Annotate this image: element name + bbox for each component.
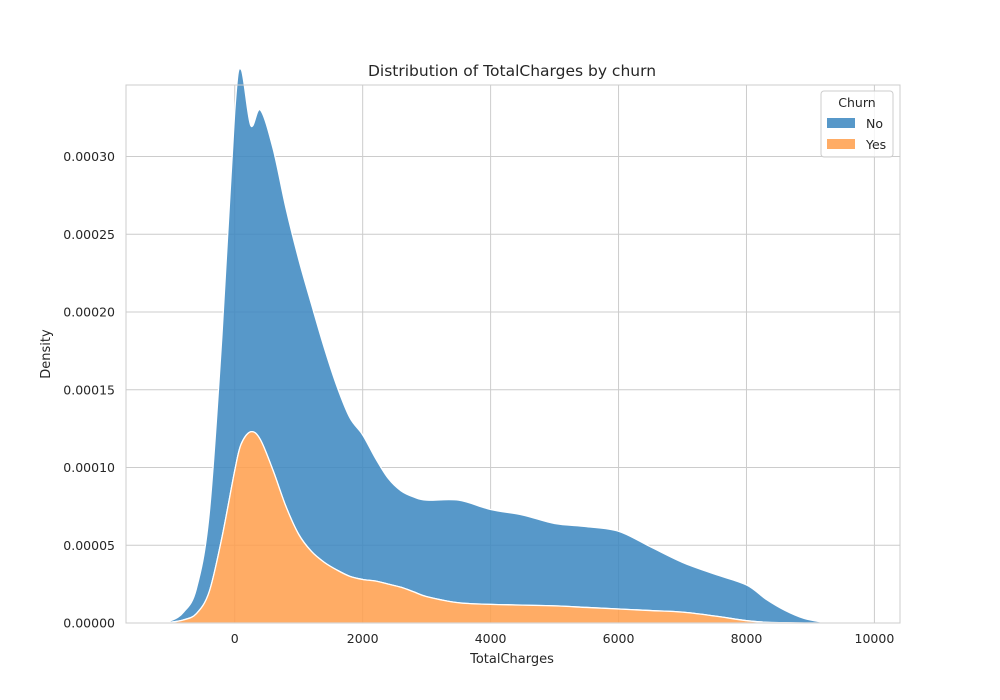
y-tick-label: 0.00005 (63, 538, 115, 553)
y-tick-label: 0.00010 (63, 460, 115, 475)
area-yes (157, 430, 824, 624)
y-axis-ticks: 0.00000 0.00005 0.00010 0.00015 0.00020 0.000… (63, 149, 115, 630)
plot-areas (157, 68, 824, 624)
legend: Churn No Yes (820, 90, 894, 158)
legend-label-yes: Yes (865, 137, 886, 152)
x-tick-label: 8000 (731, 631, 763, 646)
y-tick-label: 0.00030 (63, 149, 115, 164)
plot-frame (125, 84, 901, 624)
x-tick-label: 4000 (475, 631, 507, 646)
legend-swatch-yes (827, 139, 855, 149)
legend-title: Churn (838, 95, 875, 110)
x-tick-label: 10000 (855, 631, 895, 646)
y-tick-label: 0.00015 (63, 382, 115, 397)
x-tick-label: 2000 (347, 631, 379, 646)
x-axis-ticks: 0 2000 4000 6000 8000 10000 (231, 631, 895, 646)
x-tick-label: 0 (231, 631, 239, 646)
y-tick-label: 0.00025 (63, 227, 115, 242)
legend-label-no: No (866, 116, 883, 131)
chart-title: Distribution of TotalCharges by churn (368, 62, 656, 80)
x-axis-label: TotalCharges (469, 652, 554, 667)
legend-swatch-no (827, 118, 855, 128)
y-tick-label: 0.00020 (63, 305, 115, 320)
x-tick-label: 6000 (603, 631, 635, 646)
y-axis-label: Density (39, 329, 54, 379)
y-tick-label: 0.00000 (63, 616, 115, 631)
